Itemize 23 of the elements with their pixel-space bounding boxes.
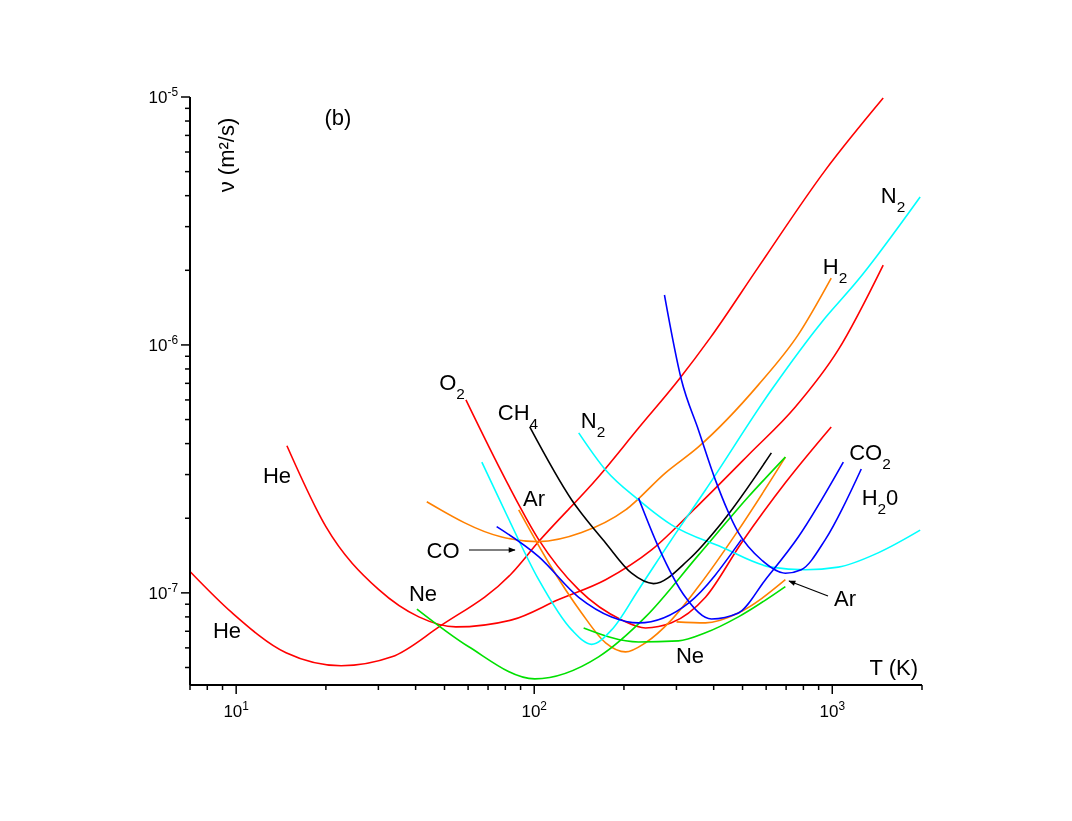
annotation: CO$_{2}$ [849, 440, 891, 472]
x-tick-label: 10$^{2}$ [521, 699, 548, 721]
x-tick-label: 10$^{1}$ [223, 699, 250, 721]
annotation: He [212, 618, 242, 643]
y-tick-label: 10$^{-7}$ [148, 580, 179, 603]
annotation: O$_{2}$ [439, 370, 465, 402]
x-tick-label: 10$^{3}$ [819, 699, 846, 721]
annotation: Ar [523, 486, 545, 511]
annotation: CO [426, 538, 460, 563]
annotation: N$_{2}$ [580, 408, 606, 440]
y-tick-label: 10$^{-5}$ [148, 85, 179, 107]
y-axis-title: ν (m²/s) [214, 117, 239, 193]
annotation: He [262, 463, 292, 488]
chart-title: (b) [324, 105, 352, 130]
annotation: CH$_{4}$ [497, 400, 539, 432]
annotation: Ne [408, 581, 438, 606]
y-tick-label: 10$^{-6}$ [148, 332, 179, 355]
x-axis-title: T (K) [869, 655, 918, 680]
annotation: H$_{2}$0 [861, 485, 899, 517]
annotation: Ne [675, 643, 705, 668]
annotation: Ar [834, 586, 856, 611]
annotation: N$_{2}$ [880, 183, 906, 215]
annotation: H$_{2}$ [822, 254, 848, 286]
